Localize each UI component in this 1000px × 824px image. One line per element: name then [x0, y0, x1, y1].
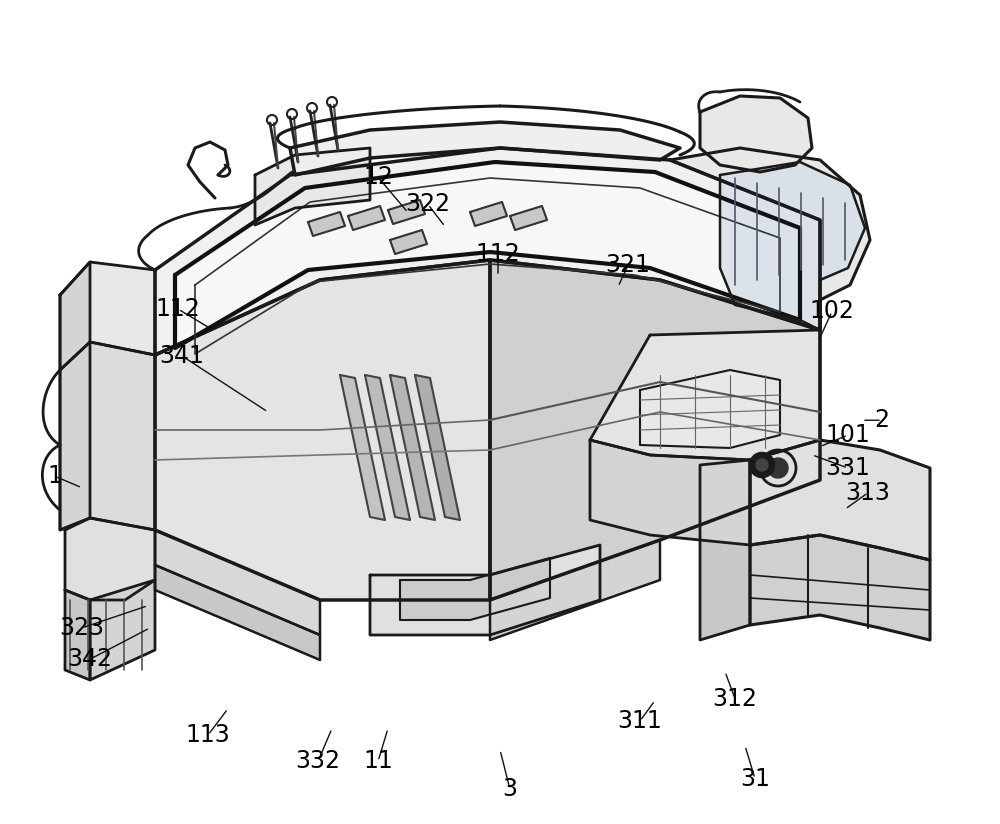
Polygon shape: [700, 96, 812, 172]
Polygon shape: [290, 122, 680, 175]
Polygon shape: [390, 230, 427, 254]
Polygon shape: [65, 518, 155, 600]
Polygon shape: [65, 590, 90, 680]
Polygon shape: [415, 375, 460, 520]
Text: 12: 12: [363, 165, 393, 190]
Polygon shape: [400, 558, 550, 620]
Text: 11: 11: [363, 749, 393, 774]
Polygon shape: [720, 162, 865, 330]
Text: 2: 2: [874, 408, 890, 433]
Polygon shape: [155, 565, 320, 660]
Text: 341: 341: [160, 344, 204, 368]
Circle shape: [750, 453, 774, 477]
Polygon shape: [590, 330, 820, 460]
Text: 31: 31: [740, 766, 770, 791]
Polygon shape: [700, 460, 750, 640]
Text: 331: 331: [826, 456, 870, 480]
Polygon shape: [510, 206, 547, 230]
Polygon shape: [490, 260, 820, 600]
Text: 112: 112: [156, 297, 200, 321]
Polygon shape: [90, 580, 155, 680]
Circle shape: [756, 459, 768, 471]
Polygon shape: [750, 440, 930, 560]
Polygon shape: [60, 342, 155, 530]
Polygon shape: [155, 148, 820, 355]
Text: 321: 321: [606, 253, 650, 278]
Polygon shape: [590, 440, 750, 545]
Polygon shape: [390, 375, 435, 520]
Polygon shape: [308, 212, 345, 236]
Text: 323: 323: [60, 616, 104, 640]
Polygon shape: [175, 162, 800, 348]
Polygon shape: [470, 202, 507, 226]
Polygon shape: [155, 260, 490, 600]
Text: 1: 1: [48, 464, 62, 489]
Text: 101: 101: [826, 423, 870, 447]
Polygon shape: [255, 148, 370, 225]
Polygon shape: [490, 540, 660, 640]
Text: 332: 332: [296, 749, 340, 774]
Text: 311: 311: [618, 709, 662, 733]
Polygon shape: [750, 535, 930, 640]
Polygon shape: [670, 148, 870, 330]
Text: 342: 342: [68, 647, 112, 672]
Text: 102: 102: [810, 299, 854, 324]
Text: 322: 322: [406, 192, 450, 217]
Polygon shape: [365, 375, 410, 520]
Text: 3: 3: [503, 777, 518, 802]
Polygon shape: [60, 262, 155, 370]
Circle shape: [768, 458, 788, 478]
Polygon shape: [340, 375, 385, 520]
Text: 313: 313: [846, 480, 890, 505]
Polygon shape: [640, 370, 780, 448]
Polygon shape: [60, 262, 90, 530]
Polygon shape: [348, 206, 385, 230]
Polygon shape: [370, 545, 600, 635]
Text: 113: 113: [186, 723, 230, 747]
Text: 112: 112: [476, 241, 520, 266]
Text: 312: 312: [713, 686, 757, 711]
Polygon shape: [155, 530, 320, 635]
Polygon shape: [388, 200, 425, 224]
